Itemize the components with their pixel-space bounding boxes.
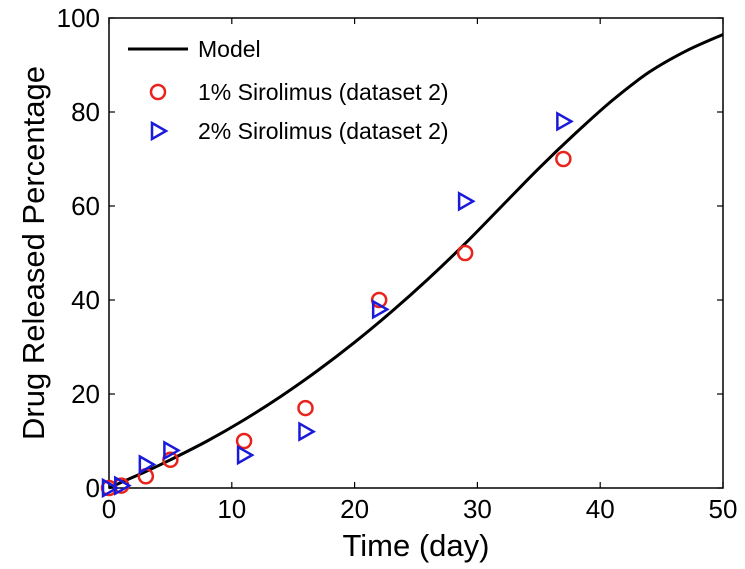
y-tick-label: 100: [57, 3, 100, 33]
legend-label: 2% Sirolimus (dataset 2): [198, 118, 449, 144]
legend-triangle-icon: [150, 120, 169, 142]
model-line: [108, 33, 724, 490]
series-0: [108, 33, 724, 490]
axis-ticks: 0 10 20 30 40 50 0 20 40 60 80 100: [57, 3, 738, 524]
data-point: [297, 399, 314, 417]
x-axis-label: Time (day): [343, 528, 490, 563]
x-tick-label: 10: [217, 494, 246, 524]
data-point: [555, 150, 572, 168]
data-point: [371, 299, 390, 320]
data-point: [114, 475, 132, 496]
series-2: [101, 111, 574, 499]
series-layer: [100, 33, 724, 499]
y-axis-label: Drug Released Percentage: [16, 66, 51, 440]
y-tick-label: 20: [71, 379, 100, 409]
y-tick-label: 0: [86, 473, 100, 503]
x-tick-label: 40: [586, 494, 615, 524]
data-point: [138, 454, 157, 475]
data-point: [236, 444, 255, 466]
x-tick-label: 0: [102, 494, 116, 524]
data-point: [556, 111, 574, 132]
data-point: [457, 191, 476, 212]
legend-label: Model: [198, 36, 261, 62]
y-tick-label: 40: [71, 285, 100, 315]
x-tick-label: 30: [463, 494, 492, 524]
data-point: [456, 244, 474, 262]
y-tick-label: 80: [71, 97, 100, 127]
x-tick-label: 20: [340, 494, 369, 524]
y-tick-label: 60: [71, 191, 100, 221]
legend-circle-icon: [149, 83, 167, 101]
data-point: [163, 440, 181, 461]
legend: Model 1% Sirolimus (dataset 2) 2% Sirolimu…: [118, 25, 528, 153]
legend-box: [118, 25, 528, 153]
data-point: [235, 432, 253, 450]
legend-label: 1% Sirolimus (dataset 2): [198, 79, 449, 105]
x-tick-label: 50: [709, 494, 738, 524]
data-point: [298, 421, 316, 442]
data-point: [101, 477, 120, 499]
